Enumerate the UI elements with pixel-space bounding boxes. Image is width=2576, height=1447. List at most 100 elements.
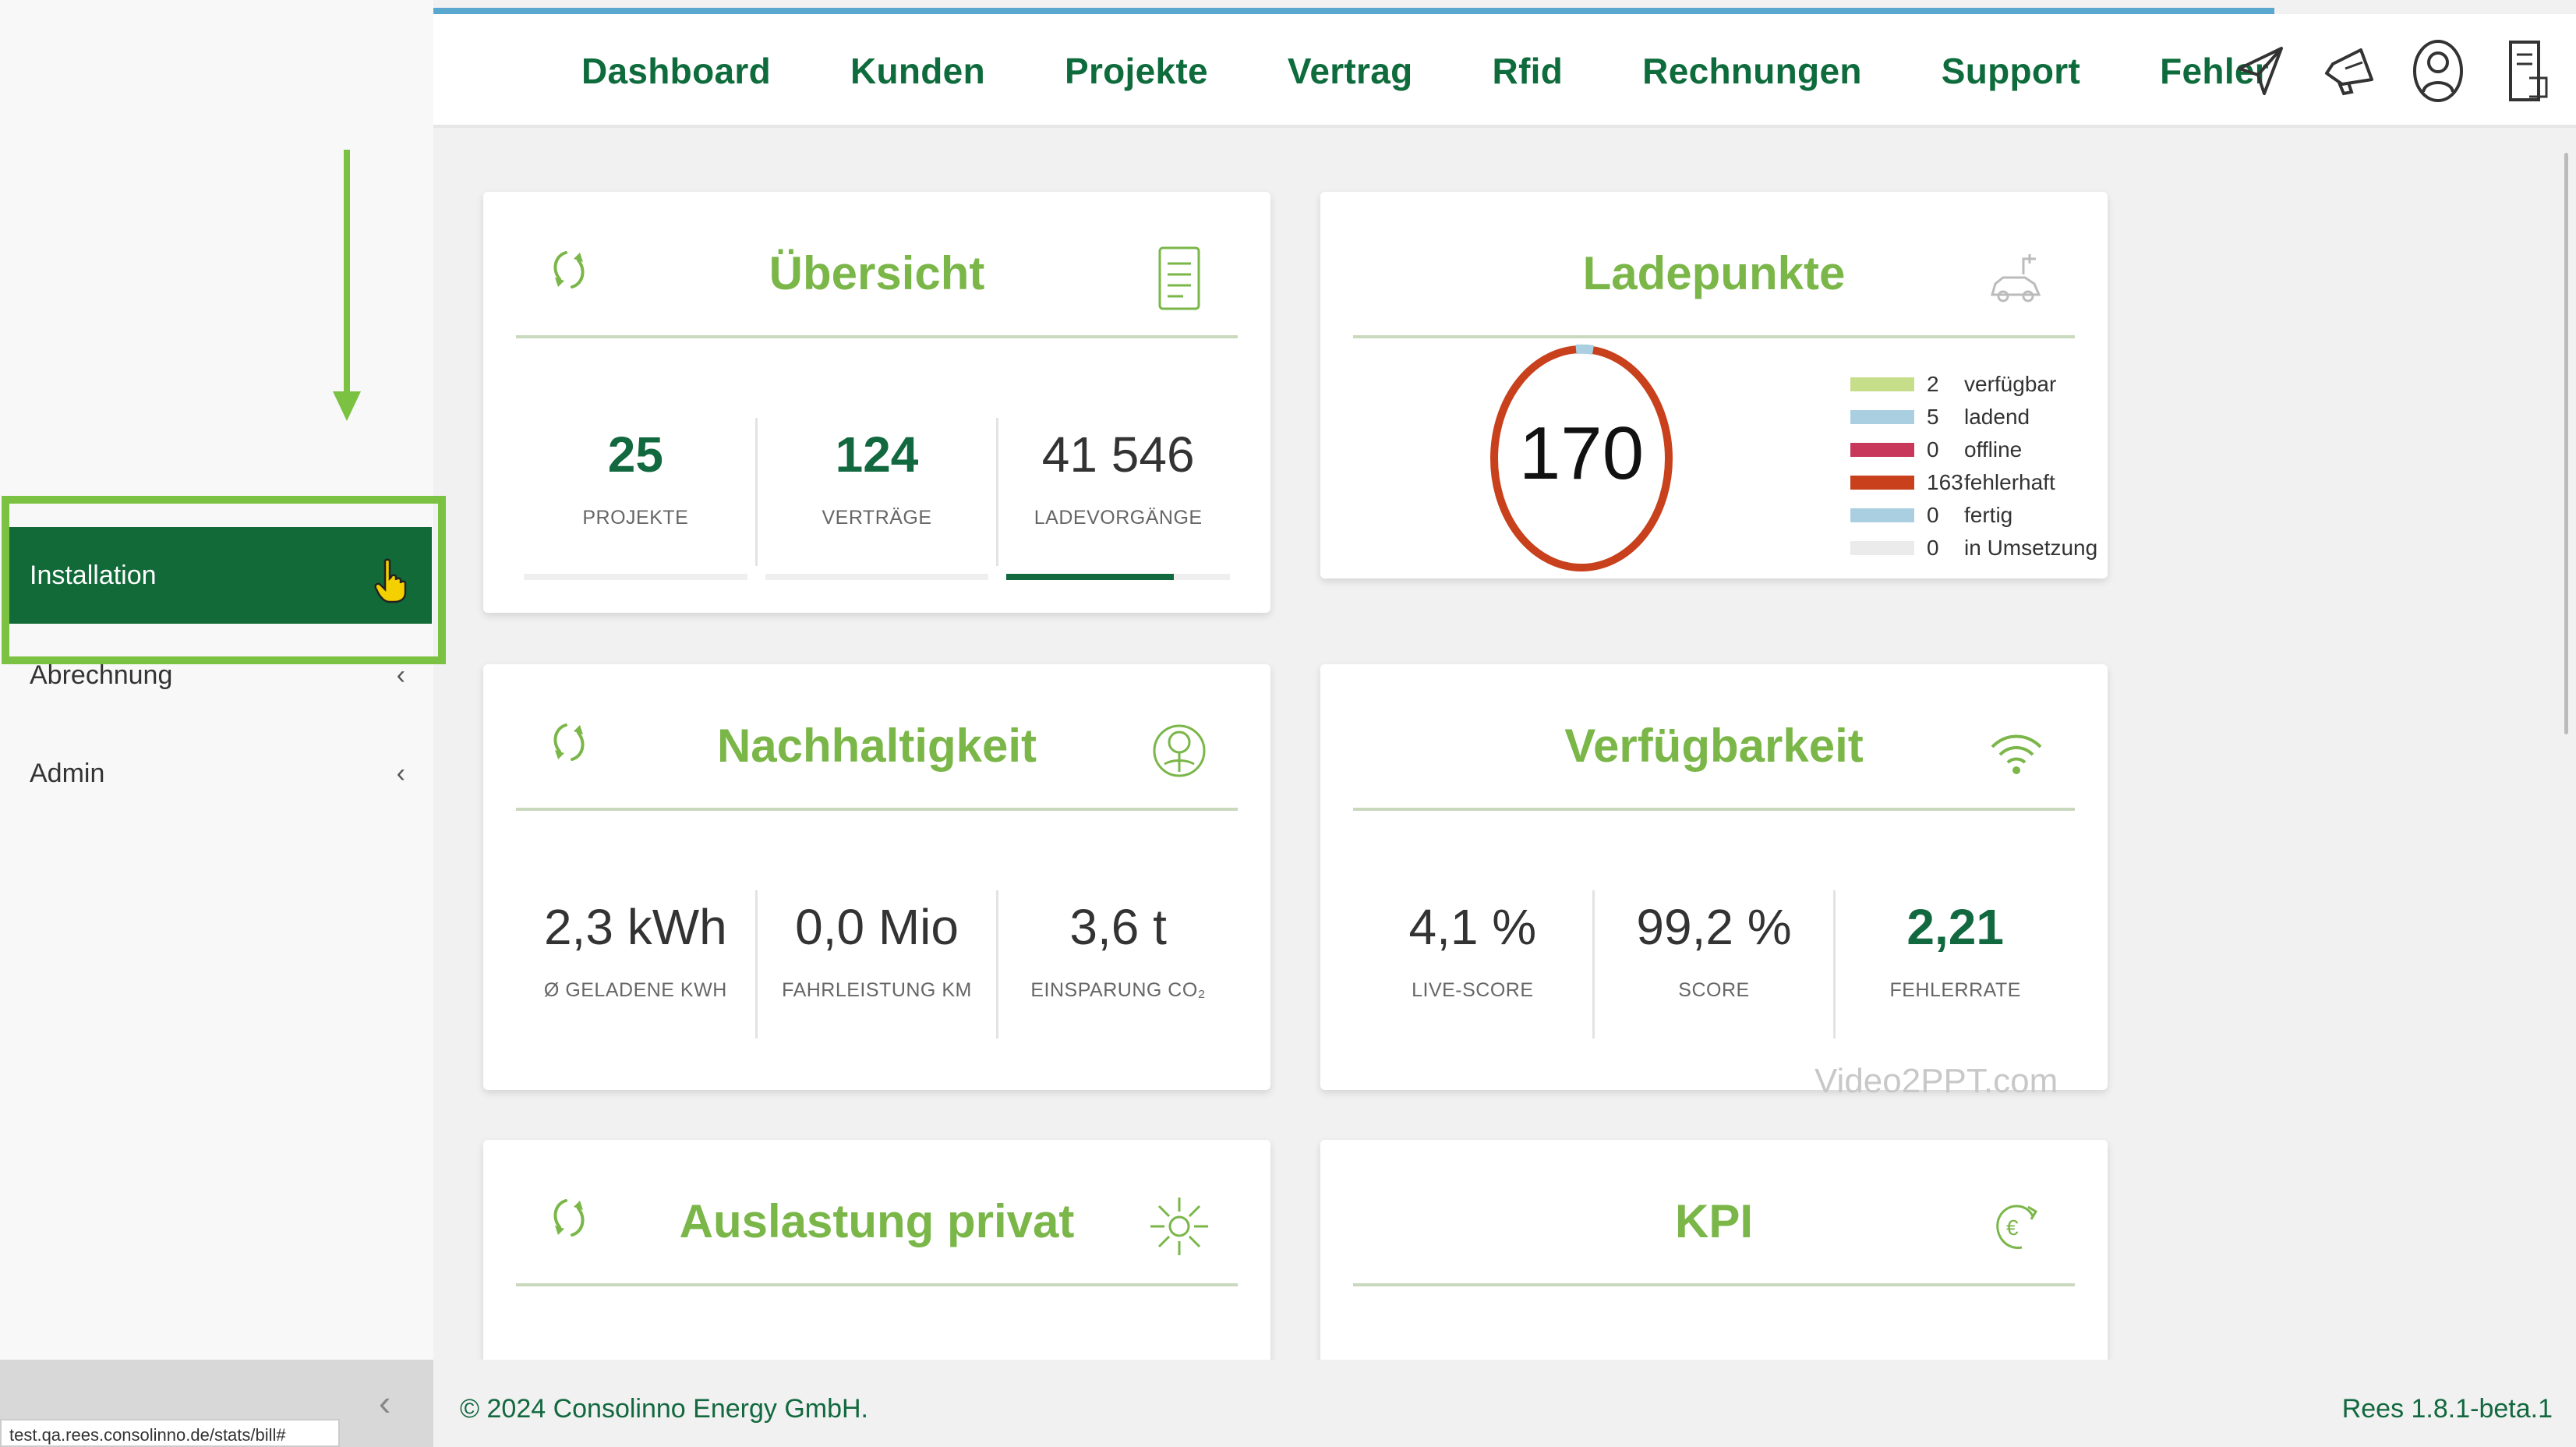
highlight-box-annotation	[2, 496, 446, 664]
down-arrow-annotation-icon	[333, 150, 361, 421]
megaphone-icon[interactable]	[2322, 37, 2376, 104]
stat-geladene-kwh[interactable]: 2,3 kWh Ø GELADENE KWH	[516, 890, 755, 1038]
sidebar-item-label: Abrechnung	[30, 660, 173, 690]
header-icons	[2233, 37, 2554, 104]
stat-label: SCORE	[1678, 979, 1750, 1001]
stat-label: FAHRLEISTUNG KM	[782, 979, 972, 1001]
legend-row[interactable]: 0 in Umsetzung	[1850, 532, 2097, 564]
stat-ladevorgaenge[interactable]: 41 546 LADEVORGÄNGE	[996, 418, 1238, 580]
legend-count: 163	[1927, 470, 1963, 494]
sidebar-item-label: Installation	[30, 560, 157, 590]
nav-rfid[interactable]: Rfid	[1492, 51, 1564, 91]
legend-swatch	[1850, 410, 1914, 424]
footer-version: Rees 1.8.1-beta.1	[2341, 1394, 2553, 1424]
refresh-icon[interactable]	[547, 719, 591, 766]
card-kpi: KPI €	[1320, 1140, 2108, 1374]
legend-row[interactable]: 0 fertig	[1850, 499, 2097, 532]
stat-label: VERTRÄGE	[822, 507, 932, 529]
wifi-icon	[1991, 734, 2042, 774]
stats-row: 25 PROJEKTE 124 VERTRÄGE 41 546 LADEVORG…	[516, 418, 1238, 580]
stat-label: LADEVORGÄNGE	[1034, 507, 1203, 529]
legend-row[interactable]: 163 fehlerhaft	[1850, 466, 2097, 499]
legend-label: fehlerhaft	[1964, 470, 2055, 494]
collapse-sidebar-icon[interactable]: ‹	[379, 1382, 391, 1423]
legend-swatch	[1850, 476, 1914, 490]
stat-fahrleistung[interactable]: 0,0 Mio FAHRLEISTUNG KM	[754, 890, 997, 1038]
stats-row: 2,3 kWh Ø GELADENE KWH 0,0 Mio FAHRLEIST…	[516, 890, 1238, 1038]
stat-einsparung[interactable]: 3,6 t EINSPARUNG CO₂	[996, 890, 1238, 1038]
top-progress-line	[0, 8, 2274, 14]
legend-count: 0	[1927, 437, 1939, 462]
card-divider	[1353, 335, 2075, 338]
legend-count: 0	[1927, 536, 1939, 560]
nav-dashboard[interactable]: Dashboard	[581, 51, 771, 91]
legend-count: 5	[1927, 405, 1939, 429]
card-divider	[1353, 1283, 2075, 1286]
stat-progress-bar	[524, 574, 747, 580]
card-divider	[516, 335, 1238, 338]
legend-swatch	[1850, 541, 1914, 555]
stat-value: 3,6 t	[1069, 899, 1167, 955]
stat-value: 41 546	[1041, 426, 1195, 483]
car-charger-icon	[1991, 254, 2041, 302]
ladepunkte-legend: 2 verfügbar 5 ladend 0 offline 163 fehlerhaf…	[1850, 368, 2097, 564]
sun-icon	[1150, 1198, 1208, 1255]
legend-row[interactable]: 2 verfügbar	[1850, 368, 2097, 401]
card-auslastung-privat: Auslastung privat	[483, 1140, 1270, 1374]
stat-score[interactable]: 99,2 % SCORE	[1592, 890, 1834, 1038]
chevron-left-icon: ‹	[396, 660, 405, 690]
stat-progress-bar	[1006, 574, 1231, 580]
nav-vertrag[interactable]: Vertrag	[1287, 51, 1413, 91]
sidebar: Installation Abrechnung ‹ Admin ‹	[0, 0, 433, 1360]
card-divider	[1353, 808, 2075, 811]
sidebar-item-abrechnung[interactable]: Abrechnung ‹	[0, 627, 433, 724]
stat-projekte[interactable]: 25 PROJEKTE	[516, 418, 755, 580]
main-nav: Dashboard Kunden Projekte Vertrag Rfid R…	[581, 14, 2348, 128]
stat-value: 0,0 Mio	[795, 899, 959, 955]
legend-row[interactable]: 5 ladend	[1850, 401, 2097, 433]
sidebar-item-installation[interactable]: Installation	[9, 527, 432, 624]
stat-progress-bar	[765, 574, 989, 580]
card-title: Ladepunkte	[1582, 247, 1846, 299]
card-nachhaltigkeit: Nachhaltigkeit 2,3 kWh Ø GELADENE KWH 0,…	[483, 664, 1270, 1090]
legend-row[interactable]: 0 offline	[1850, 433, 2097, 466]
stat-value: 2,21	[1906, 899, 2004, 955]
sidebar-item-admin[interactable]: Admin ‹	[0, 725, 433, 822]
legend-count: 0	[1927, 503, 1939, 527]
stat-live-score[interactable]: 4,1 % LIVE-SCORE	[1353, 890, 1592, 1038]
ladepunkte-total: 170	[1519, 412, 1644, 495]
legend-label: offline	[1964, 437, 2023, 462]
stat-label: LIVE-SCORE	[1412, 979, 1534, 1001]
stat-value: 2,3 kWh	[543, 899, 727, 955]
user-icon[interactable]	[2411, 37, 2465, 104]
svg-text:€: €	[2006, 1215, 2019, 1240]
card-title: Auslastung privat	[679, 1195, 1075, 1247]
refresh-icon[interactable]	[547, 1194, 591, 1241]
stat-vertraege[interactable]: 124 VERTRÄGE	[754, 418, 997, 580]
top-header: Dashboard Kunden Projekte Vertrag Rfid R…	[433, 14, 2576, 128]
watermark: Video2PPT.com	[1815, 1062, 2058, 1100]
nav-rechnungen[interactable]: Rechnungen	[1642, 51, 1862, 91]
card-divider	[516, 1283, 1238, 1286]
footer-copyright: © 2024 Consolinno Energy GmbH.	[460, 1394, 868, 1424]
legend-swatch	[1850, 377, 1914, 391]
scrollbar[interactable]	[2564, 153, 2568, 734]
stat-value: 124	[835, 426, 919, 483]
nav-support[interactable]: Support	[1941, 51, 2081, 91]
nav-projekte[interactable]: Projekte	[1064, 51, 1208, 91]
refresh-icon[interactable]	[547, 246, 591, 293]
legend-label: fertig	[1964, 503, 2013, 527]
card-title: Übersicht	[769, 247, 985, 299]
legend-label: in Umsetzung	[1964, 536, 2098, 560]
send-icon[interactable]	[2233, 37, 2288, 104]
legend-count: 2	[1927, 372, 1939, 396]
nav-kunden[interactable]: Kunden	[850, 51, 985, 91]
stat-value: 99,2 %	[1636, 899, 1792, 955]
card-title: KPI	[1674, 1195, 1754, 1247]
euro-refresh-icon: €	[1996, 1205, 2038, 1249]
hand-cursor-icon	[374, 558, 407, 603]
document-icon[interactable]	[2500, 37, 2554, 104]
legend-label: verfügbar	[1964, 372, 2057, 396]
legend-label: ladend	[1964, 405, 2030, 429]
stat-fehlerrate[interactable]: 2,21 FEHLERRATE	[1833, 890, 2075, 1038]
